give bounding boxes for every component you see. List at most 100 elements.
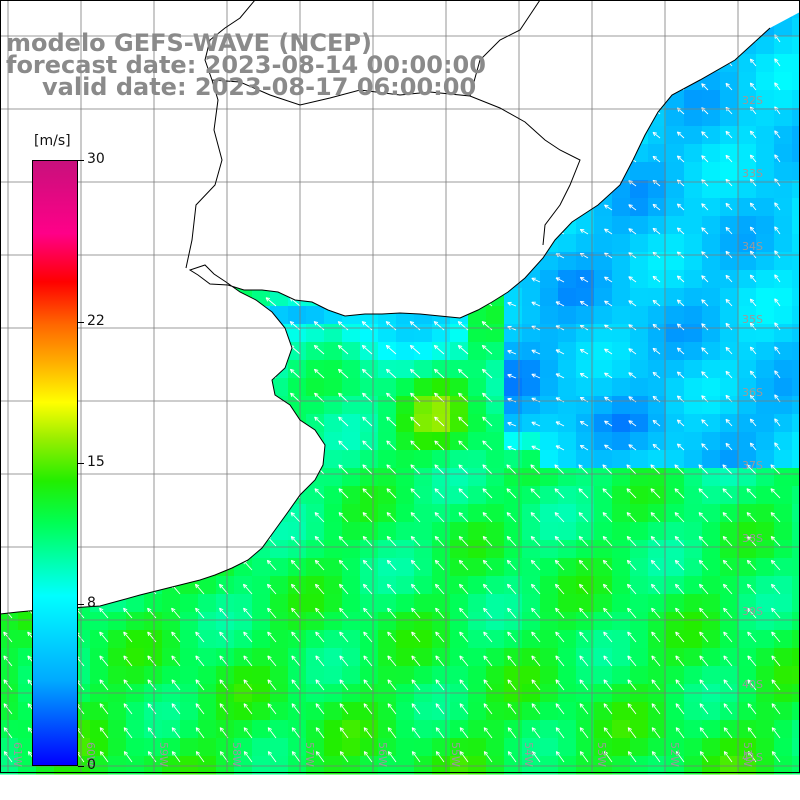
field-cell [648, 666, 667, 685]
field-cell [792, 540, 800, 559]
wind-arrow [385, 321, 397, 331]
field-cell [468, 522, 487, 541]
field-cell [522, 414, 541, 433]
wind-arrow [554, 583, 565, 595]
field-cell [252, 756, 271, 775]
field-cell [612, 666, 631, 685]
field-cell [594, 396, 613, 415]
field-cell [558, 558, 577, 577]
field-cell [720, 252, 739, 271]
wind-arrow [291, 607, 301, 619]
wind-arrow [725, 370, 733, 379]
field-cell [792, 630, 800, 649]
field-cell [774, 360, 793, 379]
wind-arrow [434, 440, 445, 451]
field-cell [486, 450, 505, 469]
field-cell [612, 360, 631, 379]
field-cell [306, 558, 325, 577]
wind-arrow [99, 679, 109, 691]
field-cell [720, 720, 739, 739]
field-cell [360, 396, 379, 415]
field-cell [720, 468, 739, 487]
field-cell [738, 666, 757, 685]
field-cell [450, 666, 469, 685]
wind-arrow [627, 679, 637, 691]
field-cell [306, 306, 325, 325]
wind-arrow [771, 751, 781, 763]
wind-arrow [578, 512, 589, 523]
field-cell [738, 756, 757, 775]
field-cell [630, 378, 649, 397]
wind-arrow [386, 536, 397, 547]
field-cell [684, 126, 703, 145]
field-cell [414, 702, 433, 721]
wind-arrow [410, 464, 421, 475]
field-cell [594, 306, 613, 325]
wind-arrow [628, 300, 637, 307]
wind-arrow [435, 703, 445, 715]
longitude-label: 54W [522, 742, 535, 767]
wind-arrow [530, 488, 541, 499]
field-cell [576, 468, 595, 487]
field-cell [648, 540, 667, 559]
field-cell [252, 702, 271, 721]
wind-arrow [434, 488, 445, 499]
field-cell [558, 702, 577, 721]
wind-arrow [531, 349, 541, 355]
field-cell [738, 594, 757, 613]
wind-arrow [507, 607, 517, 619]
field-cell [540, 306, 559, 325]
wind-arrow [603, 703, 613, 715]
wind-arrow [267, 703, 277, 715]
wind-arrow [699, 679, 709, 691]
field-cell [324, 630, 343, 649]
wind-arrow [774, 130, 781, 139]
wind-arrow [774, 298, 781, 307]
field-cell [324, 414, 343, 433]
field-cell [702, 486, 721, 505]
wind-arrow [725, 442, 733, 451]
field-cell [576, 612, 595, 631]
wind-arrow [603, 751, 613, 763]
field-cell [738, 522, 757, 541]
field-cell [558, 522, 577, 541]
field-cell [756, 504, 775, 523]
wind-arrow [434, 536, 445, 547]
field-cell [342, 594, 361, 613]
field-cell [558, 594, 577, 613]
field-cell [360, 720, 379, 739]
wind-arrow [725, 226, 733, 235]
field-cell [558, 252, 577, 271]
field-cell [540, 288, 559, 307]
field-cell [558, 486, 577, 505]
field-cell [774, 54, 793, 73]
field-cell [504, 468, 523, 487]
field-cell [540, 486, 559, 505]
field-cell [738, 450, 757, 469]
field-cell [306, 720, 325, 739]
wind-arrow [457, 368, 469, 379]
field-cell [684, 342, 703, 361]
field-cell [612, 738, 631, 757]
field-cell [594, 342, 613, 361]
wind-arrow [626, 512, 637, 523]
wind-arrow [531, 373, 541, 379]
field-cell [198, 630, 217, 649]
colorbar-tick-label: 30 [87, 151, 105, 167]
field-cell [468, 630, 487, 649]
wind-arrow [171, 679, 181, 691]
field-cell [540, 396, 559, 415]
field-cell [612, 558, 631, 577]
field-cell [720, 594, 739, 613]
field-cell [666, 378, 685, 397]
wind-arrow [266, 559, 277, 571]
wind-arrow [171, 703, 181, 715]
field-cell [720, 540, 739, 559]
field-cell [612, 270, 631, 289]
field-cell [558, 360, 577, 379]
field-cell [666, 738, 685, 757]
field-cell [792, 612, 800, 631]
field-cell [576, 648, 595, 667]
wind-arrow [628, 372, 637, 379]
wind-arrow [770, 488, 781, 499]
